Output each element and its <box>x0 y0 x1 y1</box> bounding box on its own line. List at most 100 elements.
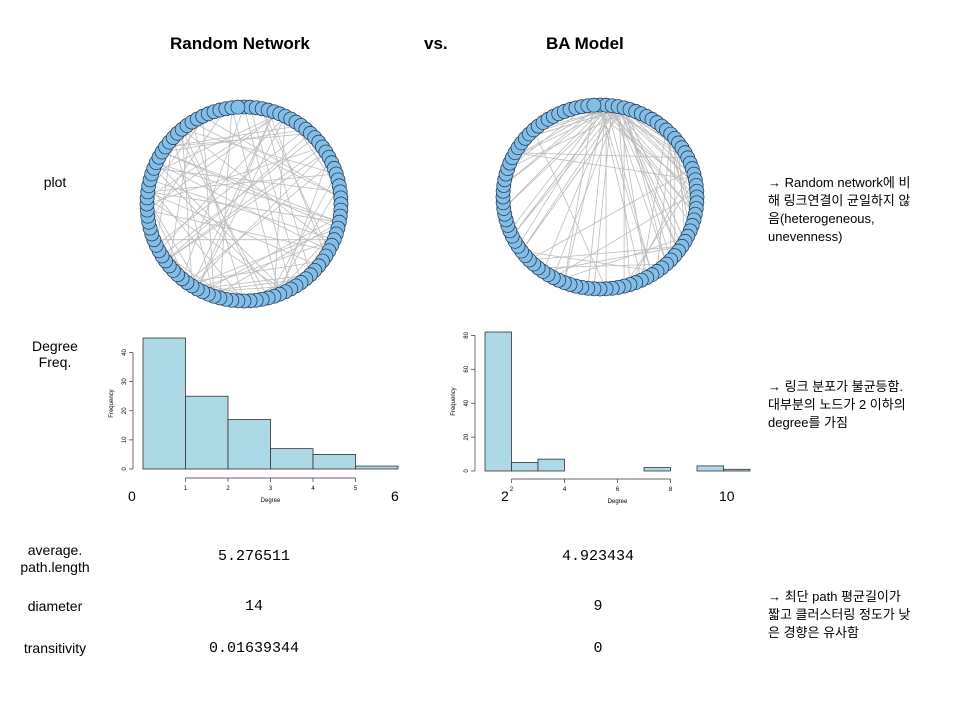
histogram-bars <box>484 331 751 472</box>
network-edge <box>279 157 330 295</box>
y-tick-label: 60 <box>464 365 470 372</box>
network-edge <box>148 185 245 302</box>
network-node <box>230 99 246 115</box>
network-edge <box>146 113 280 211</box>
ba-diameter-value: 9 <box>593 598 603 615</box>
network-edge <box>148 108 227 223</box>
y-tick-label: 0 <box>122 467 128 471</box>
ba-degree-histogram: 0 20 40 60 80 Frequency 2 4 6 8 Degree <box>451 331 751 505</box>
network-edge <box>587 105 607 289</box>
network-edge <box>181 106 245 279</box>
x-tick-label: 4 <box>563 487 567 493</box>
note-plot-line: 해 링크연결이 균일하지 않 <box>768 193 911 208</box>
network-edge <box>197 239 335 290</box>
network-edge <box>617 106 679 252</box>
network-edge <box>599 104 696 215</box>
histogram-bar <box>723 468 751 472</box>
row-label-transitivity: transitivity <box>23 640 87 656</box>
network-edge <box>661 125 695 221</box>
histogram-bar <box>696 465 724 472</box>
network-edge <box>517 104 607 247</box>
network-edge <box>521 106 619 252</box>
x-tick-label: 2 <box>226 486 230 492</box>
network-edge <box>196 116 286 290</box>
network-edge <box>605 105 653 275</box>
network-edge <box>593 105 613 289</box>
network-edge <box>146 146 323 205</box>
row-label-diameter: diameter <box>27 598 83 614</box>
note-metrics: → 최단 path 평균길이가 짧고 클러스터링 정도가 낮 은 경향은 유사함 <box>768 588 958 642</box>
ba-tick-right: 10 <box>719 488 735 504</box>
network-edge <box>155 162 286 293</box>
y-tick-label: 20 <box>122 407 128 414</box>
random-network-header: Random Network <box>170 34 310 53</box>
network-edge <box>611 105 667 265</box>
y-axis: 0 20 40 60 80 <box>464 331 476 473</box>
x-tick-label: 3 <box>269 486 273 492</box>
row-label-apl-1: average. <box>27 542 83 558</box>
network-edge <box>196 111 275 290</box>
row-label-apl-2: path.length <box>20 559 90 575</box>
network-edge <box>165 132 311 262</box>
row-label-plot: plot <box>43 174 67 190</box>
network-edge <box>182 128 337 175</box>
note-metrics-line: 은 경향은 유사함 <box>768 625 859 640</box>
random-diameter-value: 14 <box>244 598 263 615</box>
network-edge <box>538 263 667 269</box>
x-tick-label: 5 <box>354 486 358 492</box>
network-edge <box>267 173 337 299</box>
y-axis: 0 10 20 30 40 <box>122 349 134 471</box>
network-edge <box>611 105 698 204</box>
network-edge <box>553 190 698 278</box>
network-edge <box>147 113 209 193</box>
network-edge <box>617 106 683 247</box>
network-edge <box>521 107 625 252</box>
random-degree-histogram: 0 10 20 30 40 Frequency 1 2 3 4 5 Degree <box>109 337 399 504</box>
network-edge <box>191 151 327 287</box>
note-plot-line: → Random network에 비 <box>768 175 911 190</box>
network-edge <box>617 106 697 186</box>
histogram-bar <box>227 419 271 470</box>
ba-network-plot <box>495 97 705 297</box>
network-edge <box>155 137 174 246</box>
x-axis-label: Degree <box>261 498 281 504</box>
x-tick-label: 8 <box>669 487 673 493</box>
x-tick-label: 1 <box>184 486 188 492</box>
network-edge <box>165 151 327 262</box>
ba-transitivity-value: 0 <box>593 640 603 657</box>
y-axis-label: Frequency <box>109 389 115 417</box>
network-edge <box>146 197 204 292</box>
row-label-freq: Freq. <box>38 354 72 370</box>
row-label-degree: Degree <box>32 338 78 354</box>
histogram-bar <box>537 458 565 472</box>
network-edge <box>503 104 607 186</box>
histogram-bar <box>142 337 186 470</box>
note-degree-line: 대부분의 노드가 2 이하의 <box>768 397 906 412</box>
vs-header: vs. <box>424 34 448 53</box>
row-label-degree-freq: Degree Freq. <box>20 338 90 370</box>
x-axis-label: Degree <box>608 499 628 505</box>
network-edge <box>219 107 233 298</box>
network-edge <box>670 133 691 231</box>
network-edge <box>503 105 613 209</box>
network-edge <box>158 115 286 252</box>
network-edge <box>623 107 686 242</box>
note-degree: → 링크 분포가 불균등함. 대부분의 노드가 2 이하의 degree를 가짐 <box>768 378 958 432</box>
network-edge <box>191 111 275 287</box>
network-edge <box>511 105 613 237</box>
network-edge <box>623 107 672 261</box>
network-edge <box>563 105 595 283</box>
x-axis: 1 2 3 4 5 <box>184 477 358 492</box>
network-edge <box>678 142 686 242</box>
network-edge <box>503 104 607 209</box>
network-edge <box>149 179 335 241</box>
random-network-plot <box>139 99 349 309</box>
y-tick-label: 30 <box>122 378 128 385</box>
network-edge <box>243 106 292 290</box>
network-edge <box>529 245 682 261</box>
note-plot: → Random network에 비 해 링크연결이 균일하지 않 음(het… <box>768 174 958 246</box>
network-edge <box>165 125 302 148</box>
network-edge <box>623 107 667 265</box>
network-nodes <box>495 97 705 297</box>
network-nodes <box>139 99 349 309</box>
